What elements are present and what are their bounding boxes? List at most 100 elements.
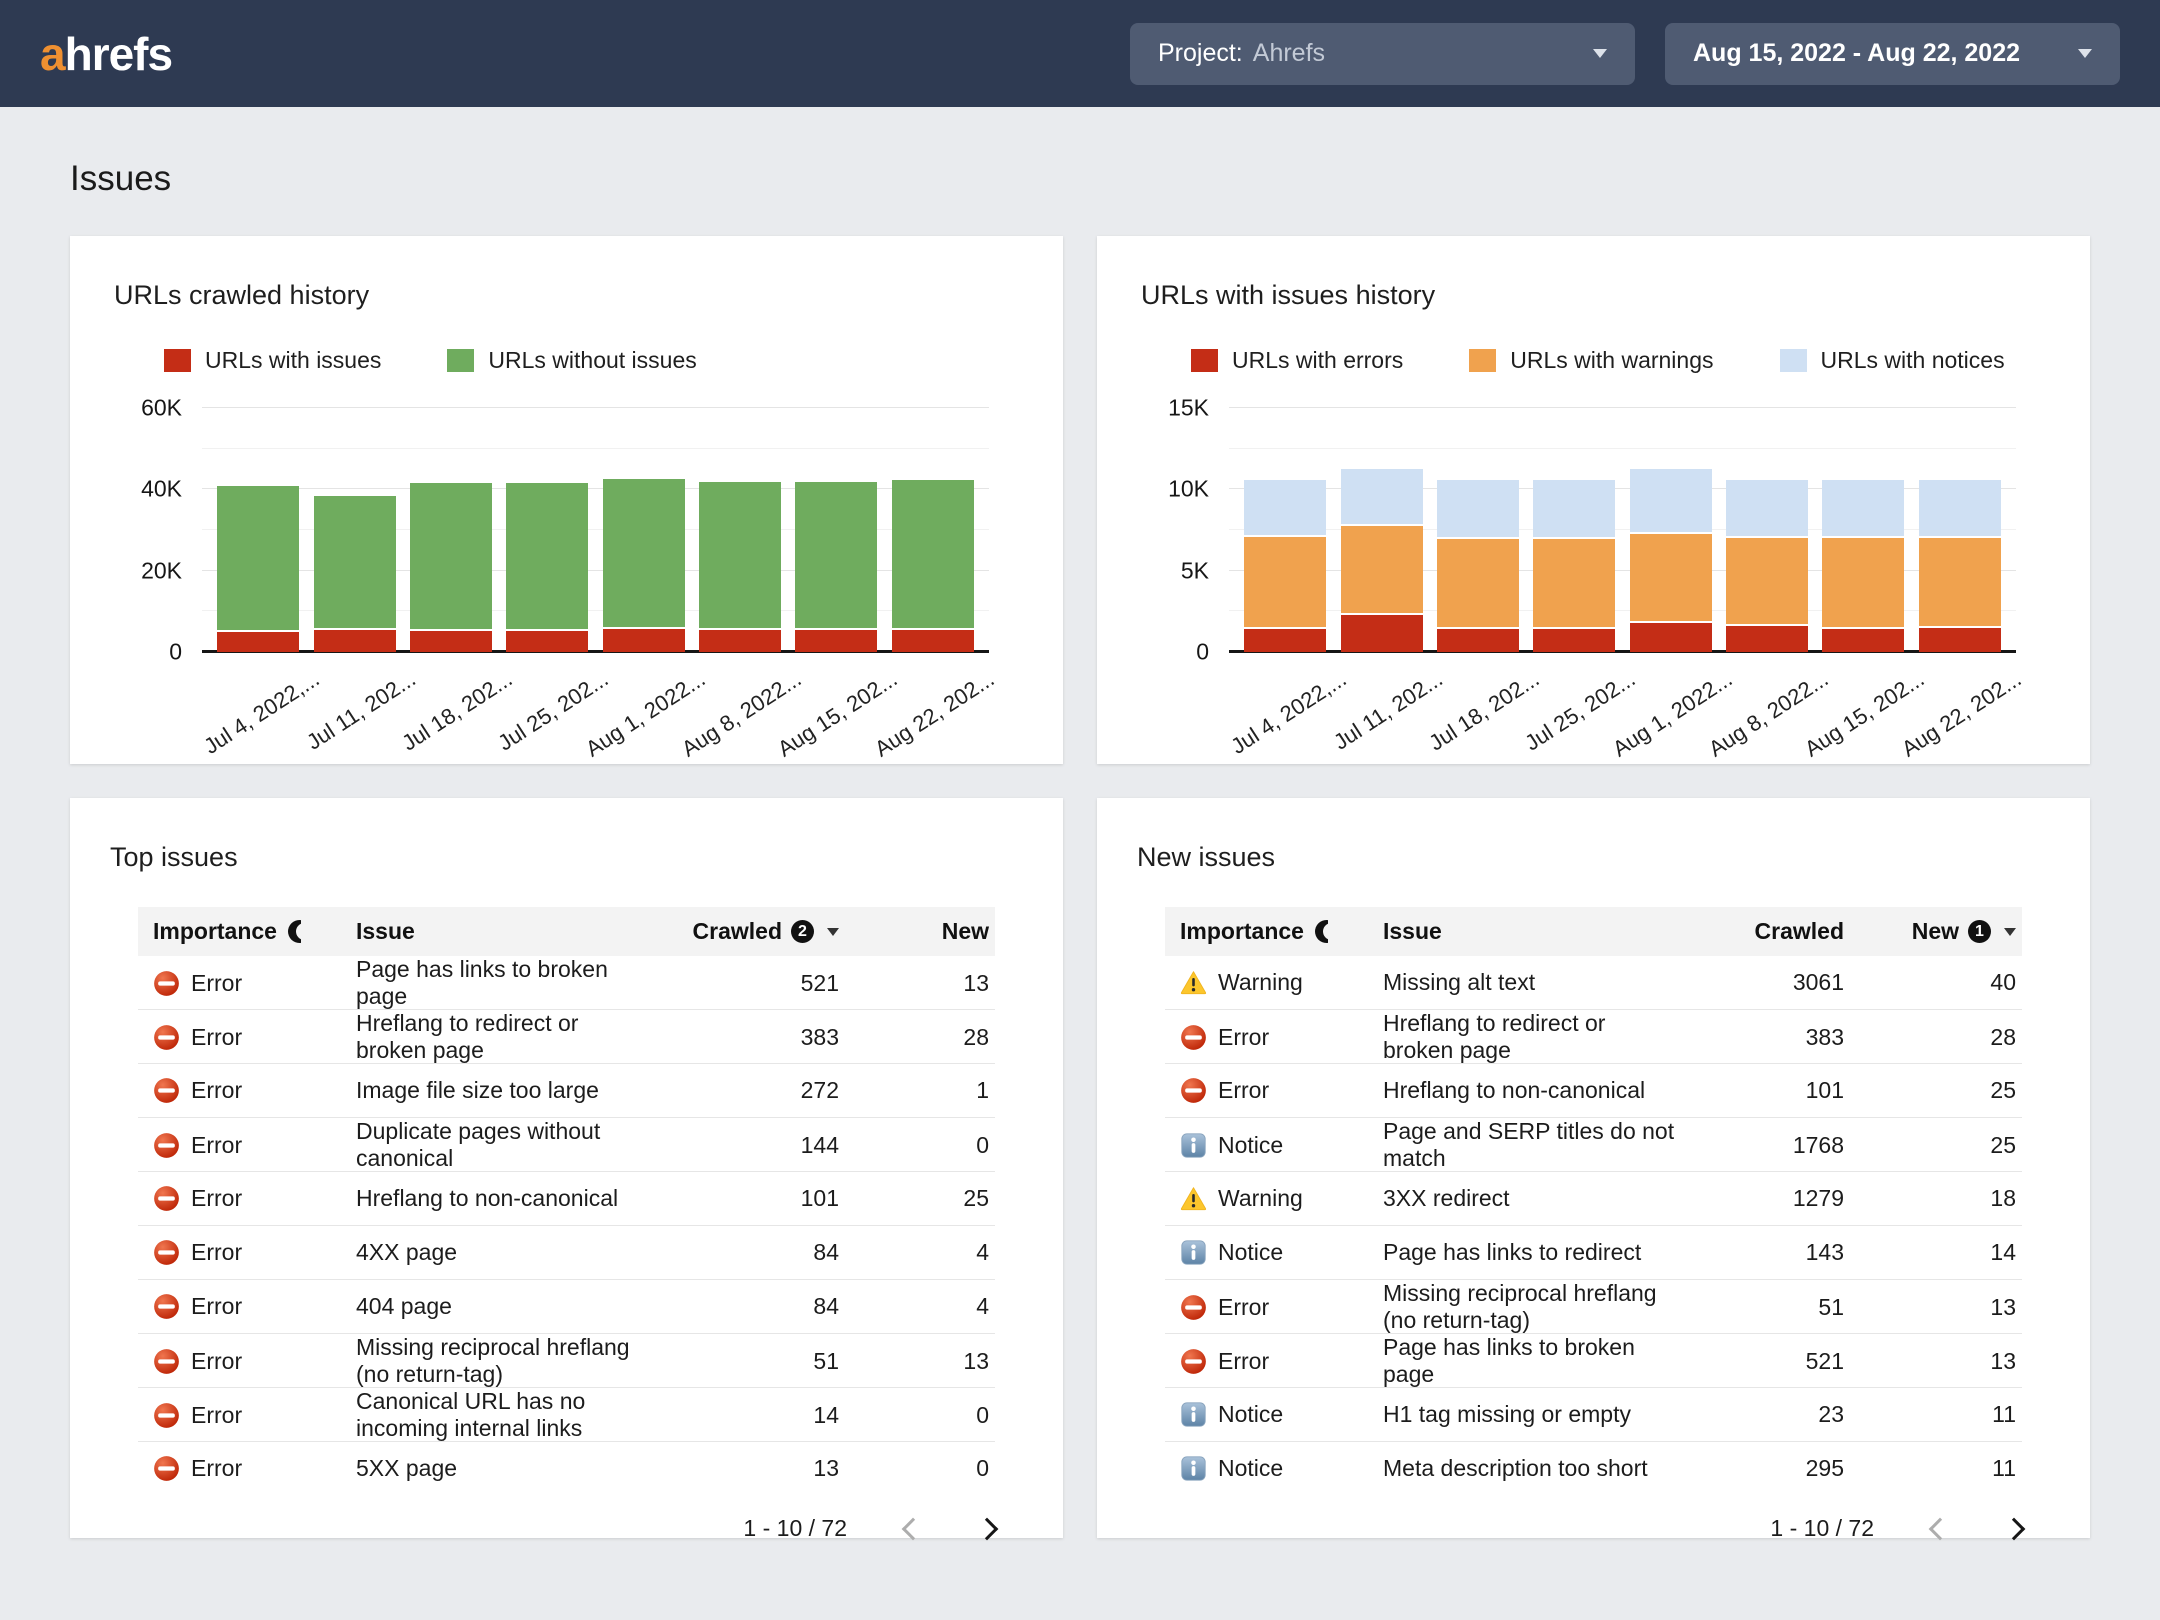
stacked-bar-Jul 4, 2022,...[interactable] bbox=[217, 486, 300, 652]
stacked-bar-Aug 1, 2022...[interactable] bbox=[602, 479, 685, 652]
stacked-bar-Jul 25, 202...[interactable] bbox=[506, 483, 589, 652]
pagination-next-icon[interactable] bbox=[975, 1517, 999, 1540]
bar-segment bbox=[1436, 480, 1519, 537]
legend-swatch-icon bbox=[1469, 349, 1497, 372]
pagination-next-icon[interactable] bbox=[2002, 1517, 2026, 1540]
bar-segment bbox=[1918, 626, 2001, 652]
table-row[interactable]: Error Image file size too large 272 1 bbox=[138, 1064, 995, 1118]
date-range-value: Aug 15, 2022 - Aug 22, 2022 bbox=[1693, 39, 2021, 67]
stacked-bar-Jul 18, 202...[interactable] bbox=[409, 483, 492, 652]
issue-cell: H1 tag missing or empty bbox=[1383, 1401, 1631, 1427]
table-row[interactable]: Error Canonical URL has no incoming inter… bbox=[138, 1388, 995, 1442]
table-row[interactable]: Error 404 page 84 4 bbox=[138, 1280, 995, 1334]
table-row[interactable]: Error Duplicate pages without canonical 14… bbox=[138, 1118, 995, 1172]
page-content: Issues URLs crawled history URLs with is… bbox=[0, 161, 2160, 1541]
bar-segment bbox=[217, 630, 300, 652]
legend-label: URLs with issues bbox=[205, 347, 382, 373]
pagination-bar: 1 - 10 / 72 bbox=[138, 1515, 999, 1542]
table-row[interactable]: Error Hreflang to non-canonical 101 25 bbox=[1165, 1064, 2022, 1118]
y-axis-tick-label: 0 bbox=[1196, 638, 1209, 665]
column-header-issue[interactable]: Issue bbox=[1377, 918, 1682, 945]
warning-icon bbox=[1180, 971, 1207, 995]
column-header-label: Importance bbox=[153, 918, 277, 944]
column-header-new[interactable]: New bbox=[845, 918, 995, 945]
importance-cell: Error bbox=[138, 1455, 350, 1482]
error-icon bbox=[154, 1024, 179, 1050]
legend-item[interactable]: URLs with notices bbox=[1779, 347, 2005, 374]
table-row[interactable]: Error Missing reciprocal hreflang (no ret… bbox=[138, 1334, 995, 1388]
bar-segment bbox=[699, 482, 782, 628]
table-row[interactable]: Notice H1 tag missing or empty 23 11 bbox=[1165, 1388, 2022, 1442]
stacked-bar-Aug 15, 202...[interactable] bbox=[795, 482, 878, 652]
legend-item[interactable]: URLs with errors bbox=[1191, 347, 1403, 374]
new-cell: 13 bbox=[1990, 1293, 2016, 1320]
bar-slot bbox=[1719, 408, 1815, 652]
stacked-bar-Aug 8, 2022...[interactable] bbox=[1726, 480, 1809, 652]
stacked-bar-Jul 11, 202...[interactable] bbox=[313, 496, 396, 652]
severity-label: Error bbox=[191, 1023, 243, 1050]
column-header-new[interactable]: New 1 bbox=[1850, 918, 2022, 945]
column-header-importance[interactable]: Importance bbox=[1165, 918, 1377, 945]
crawled-cell: 3061 bbox=[1792, 969, 1844, 995]
bar-segment bbox=[1629, 621, 1712, 652]
table-row[interactable]: Error 5XX page 13 0 bbox=[138, 1442, 995, 1495]
legend-item[interactable]: URLs without issues bbox=[447, 347, 697, 374]
error-icon bbox=[154, 1402, 179, 1428]
table-row[interactable]: Error Hreflang to redirect or broken page… bbox=[1165, 1010, 2022, 1064]
crawled-cell: 383 bbox=[800, 1023, 839, 1050]
bar-segment bbox=[1244, 627, 1327, 652]
table-row[interactable]: Notice Meta description too short 295 11 bbox=[1165, 1442, 2022, 1495]
importance-cell: Error bbox=[138, 1293, 350, 1320]
stacked-bar-Aug 15, 202...[interactable] bbox=[1822, 480, 1905, 652]
table-row[interactable]: Error Page has links to broken page 521 13 bbox=[138, 956, 995, 1010]
bar-slot bbox=[692, 408, 788, 652]
table-row[interactable]: Error 4XX page 84 4 bbox=[138, 1226, 995, 1280]
date-range-dropdown[interactable]: Aug 15, 2022 - Aug 22, 2022 bbox=[1665, 22, 2120, 85]
bar-segment bbox=[217, 486, 300, 630]
importance-cell: Error bbox=[138, 970, 350, 997]
legend-swatch-icon bbox=[164, 349, 191, 372]
stacked-bar-Jul 18, 202...[interactable] bbox=[1436, 480, 1519, 652]
pagination-prev-icon[interactable] bbox=[901, 1517, 925, 1540]
stacked-bar-Jul 25, 202...[interactable] bbox=[1533, 480, 1616, 652]
table-row[interactable]: Error Page has links to broken page 521 13 bbox=[1165, 1334, 2022, 1388]
crawled-cell: 143 bbox=[1805, 1239, 1844, 1265]
project-dropdown-text: Project: Ahrefs bbox=[1158, 39, 1325, 68]
stacked-bar-Jul 11, 202...[interactable] bbox=[1340, 469, 1423, 652]
project-dropdown[interactable]: Project: Ahrefs bbox=[1130, 22, 1635, 85]
legend-swatch-icon bbox=[447, 349, 475, 372]
column-header-crawled[interactable]: Crawled bbox=[1682, 918, 1850, 945]
minor-gridline bbox=[1229, 610, 2016, 612]
column-header-issue[interactable]: Issue bbox=[350, 918, 655, 945]
table-row[interactable]: Notice Page has links to redirect 143 14 bbox=[1165, 1226, 2022, 1280]
stacked-bar-Aug 22, 202...[interactable] bbox=[891, 480, 974, 652]
table-row[interactable]: Error Missing reciprocal hreflang (no ret… bbox=[1165, 1280, 2022, 1334]
new-cell: 13 bbox=[963, 1347, 989, 1374]
table-row[interactable]: Notice Page and SERP titles do not match 1… bbox=[1165, 1118, 2022, 1172]
stacked-bar-Aug 22, 202...[interactable] bbox=[1918, 480, 2001, 652]
sort-order-badge-icon: 1 bbox=[1968, 920, 1991, 943]
stacked-bar-Aug 8, 2022...[interactable] bbox=[699, 482, 782, 652]
severity-label: Error bbox=[191, 1293, 243, 1319]
table-row[interactable]: Error Hreflang to non-canonical 101 25 bbox=[138, 1172, 995, 1226]
importance-cell: Error bbox=[138, 1077, 350, 1104]
table-row[interactable]: Error Hreflang to redirect or broken page… bbox=[138, 1010, 995, 1064]
stacked-bar-Jul 4, 2022,...[interactable] bbox=[1244, 480, 1327, 652]
importance-cell: Error bbox=[1165, 1294, 1377, 1321]
project-value: Ahrefs bbox=[1252, 39, 1326, 67]
legend-item[interactable]: URLs with issues bbox=[164, 347, 381, 374]
pagination-prev-icon[interactable] bbox=[1928, 1517, 1952, 1540]
urls-crawled-history-card: URLs crawled history URLs with issues URL… bbox=[70, 236, 1063, 764]
bars-row bbox=[1229, 408, 2016, 652]
column-header-importance[interactable]: Importance bbox=[138, 918, 350, 945]
issue-cell: 404 page bbox=[356, 1293, 452, 1319]
crawled-cell: 272 bbox=[800, 1077, 839, 1103]
bar-segment bbox=[1822, 480, 1905, 536]
table-row[interactable]: Warning 3XX redirect 1279 18 bbox=[1165, 1172, 2022, 1226]
notice-icon bbox=[1181, 1240, 1206, 1265]
bar-slot bbox=[1623, 408, 1719, 652]
column-header-crawled[interactable]: Crawled 2 bbox=[655, 918, 845, 945]
stacked-bar-Aug 1, 2022...[interactable] bbox=[1629, 469, 1712, 652]
table-row[interactable]: Warning Missing alt text 3061 40 bbox=[1165, 956, 2022, 1010]
legend-item[interactable]: URLs with warnings bbox=[1469, 347, 1714, 374]
